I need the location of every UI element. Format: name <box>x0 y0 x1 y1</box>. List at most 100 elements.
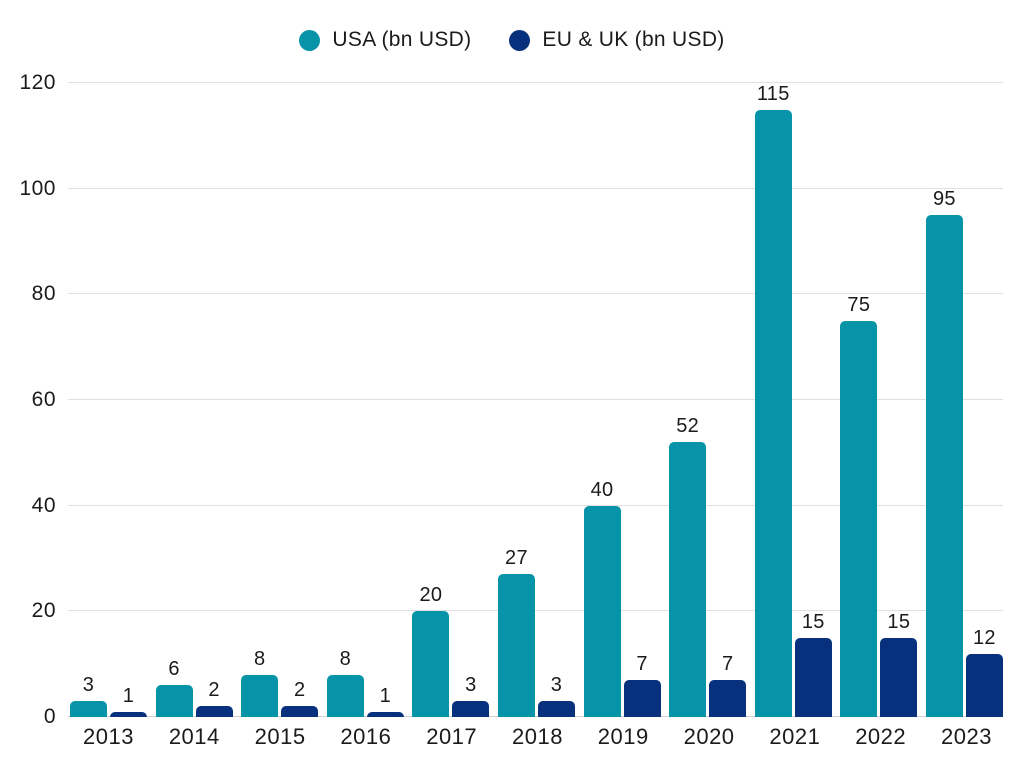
bar-group-2021: 115 15 <box>754 83 832 717</box>
gridline-y-120 <box>68 82 1003 83</box>
bar-2017-usa <box>412 611 450 717</box>
legend-item-eu-uk: EU & UK (bn USD) <box>509 28 724 52</box>
bar-value-label: 8 <box>339 647 351 670</box>
bar-wrap: 115 <box>754 83 792 717</box>
bar-2019-eu-uk <box>623 680 661 717</box>
bar-2016-usa <box>326 674 364 717</box>
y-tick-label-80: 80 <box>31 282 56 306</box>
bar-wrap: 3 <box>452 83 490 717</box>
x-tick-label-2021: 2021 <box>769 724 821 749</box>
bar-group-2018: 27 3 <box>497 83 575 717</box>
bar-value-label: 52 <box>676 415 700 438</box>
bar-value-label: 15 <box>801 610 825 633</box>
bar-value-label: 15 <box>887 610 911 633</box>
x-tick-label-2013: 2013 <box>83 724 134 749</box>
circle-swatch-icon <box>509 29 531 51</box>
gridline-y-60 <box>68 399 1003 400</box>
bar-value-label: 2 <box>208 679 220 702</box>
x-tick-label-2019: 2019 <box>597 724 649 749</box>
bar-wrap: 2 <box>281 83 319 717</box>
bar-wrap: 75 <box>840 83 878 717</box>
chart-legend: USA (bn USD) EU & UK (bn USD) <box>0 28 1024 52</box>
bar-2013-eu-uk <box>110 711 147 717</box>
bar-2017-eu-uk <box>452 701 490 717</box>
bar-wrap: 3 <box>70 83 107 717</box>
bar-value-label: 7 <box>636 653 648 676</box>
bar-2020-usa <box>669 442 707 717</box>
bar-value-label: 1 <box>122 684 135 707</box>
bar-group-2022: 75 15 <box>840 83 918 717</box>
bar-value-label: 3 <box>550 674 563 697</box>
gridline-y-20 <box>68 610 1003 612</box>
bar-wrap: 20 <box>412 83 450 717</box>
bar-value-label: 95 <box>933 188 956 211</box>
bar-group-2019: 40 7 <box>583 83 661 717</box>
bar-2014-eu-uk <box>195 706 233 717</box>
x-tick-label-2022: 2022 <box>855 724 907 749</box>
bar-wrap: 6 <box>155 83 193 717</box>
bar-value-label: 40 <box>590 478 614 501</box>
x-tick-label-2018: 2018 <box>512 724 563 749</box>
bar-wrap: 2 <box>195 83 233 717</box>
bar-wrap: 7 <box>709 83 747 717</box>
bar-value-label: 75 <box>847 293 871 316</box>
y-axis: 0 20 40 60 80 100 120 <box>0 71 56 728</box>
bar-value-label: 27 <box>505 547 528 570</box>
legend-label-usa: USA (bn USD) <box>332 28 472 51</box>
bar-2019-usa <box>583 505 621 717</box>
gridline-y-100 <box>68 187 1003 189</box>
y-tick-label-20: 20 <box>31 599 56 623</box>
bar-value-label: 3 <box>82 674 95 697</box>
bar-group-2020: 52 7 <box>669 83 747 717</box>
x-tick-label-2023: 2023 <box>940 724 992 749</box>
bar-value-label: 12 <box>973 626 996 649</box>
circle-swatch-icon <box>299 29 321 51</box>
bar-wrap: 15 <box>880 83 918 717</box>
bar-wrap: 15 <box>794 83 832 717</box>
gridline-y-0 <box>68 716 1003 717</box>
bar-value-label: 6 <box>168 658 180 681</box>
x-axis: 2013 2014 2015 2016 2017 2018 2019 2020 2021 2022… <box>70 724 1005 750</box>
bar-2020-eu-uk <box>709 680 747 717</box>
gridline-y-40 <box>68 504 1003 506</box>
bar-2013-usa <box>70 701 107 717</box>
bar-2022-eu-uk <box>880 637 918 717</box>
bar-value-label: 2 <box>293 679 306 702</box>
x-tick-label-2015: 2015 <box>254 724 306 749</box>
bar-value-label: 3 <box>465 674 477 697</box>
y-tick-label-120: 120 <box>19 71 56 94</box>
x-tick-label-2020: 2020 <box>683 724 735 749</box>
legend-label-eu-uk: EU & UK (bn USD) <box>542 28 725 51</box>
bar-2018-eu-uk <box>537 701 575 717</box>
bar-value-label: 1 <box>379 684 391 707</box>
bar-wrap: 12 <box>965 83 1003 717</box>
bar-wrap: 1 <box>366 83 404 717</box>
bar-2021-usa <box>754 110 792 717</box>
bar-group-2017: 20 3 <box>412 83 490 717</box>
legend-item-usa: USA (bn USD) <box>299 28 471 52</box>
plot-area: 3 1 6 2 8 2 8 1 20 3 27 3 40 7 52 7 115 15 75 15 95 12 <box>68 82 1003 717</box>
bar-2018-usa <box>497 574 535 717</box>
bar-value-label: 20 <box>419 584 443 607</box>
bar-wrap: 1 <box>110 83 147 717</box>
bar-2016-eu-uk <box>366 711 404 717</box>
gridline-y-80 <box>68 293 1003 295</box>
bar-wrap: 95 <box>925 83 963 717</box>
bar-2021-eu-uk <box>794 637 832 717</box>
bar-2022-usa <box>840 320 878 717</box>
bar-2015-eu-uk <box>281 706 319 717</box>
bar-wrap: 8 <box>241 83 279 717</box>
bar-wrap: 7 <box>623 83 661 717</box>
y-tick-label-0: 0 <box>43 705 56 728</box>
bar-wrap: 27 <box>497 83 535 717</box>
x-tick-label-2017: 2017 <box>426 724 478 749</box>
bar-value-label: 8 <box>253 647 266 670</box>
bar-group-2023: 95 12 <box>925 83 1003 717</box>
bar-2023-eu-uk <box>965 653 1003 717</box>
y-tick-label-100: 100 <box>19 176 56 200</box>
